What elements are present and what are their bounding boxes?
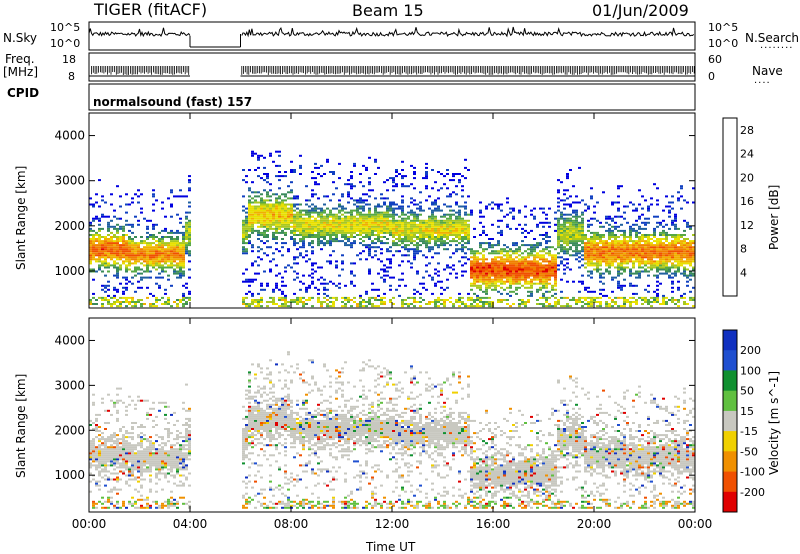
- beam-label: Beam 15: [352, 1, 424, 20]
- cpid-text: normalsound (fast) 157: [93, 95, 253, 109]
- velocity-colorbar-tick: 15: [740, 405, 754, 418]
- noise-left-bottom-tick: 10^0: [50, 37, 81, 50]
- noise-right-top-tick: 10^5: [708, 21, 739, 34]
- noise-left-top-tick: 10^5: [50, 21, 81, 34]
- freq-right-bottom-tick: 0: [708, 70, 715, 83]
- y-tick-label: 1000: [54, 468, 85, 482]
- power-colorbar-tick: 16: [740, 195, 754, 208]
- y-tick-label: 2000: [54, 423, 85, 437]
- y-tick-label: 3000: [54, 174, 85, 188]
- cpid-strip-frame: [88, 83, 696, 111]
- power-colorbar-tick: 28: [740, 124, 754, 137]
- power-colorbar-tick: 24: [740, 148, 754, 161]
- velocity-colorbar-tick: 50: [740, 385, 754, 398]
- power-heatmap: [89, 150, 695, 308]
- freq-series: [91, 66, 695, 75]
- velocity-colorbar-tick: -200: [740, 486, 765, 499]
- power-colorbar-tick: 12: [740, 219, 754, 232]
- x-tick-label: 08:00: [274, 517, 309, 531]
- velocity-colorbar: [723, 330, 737, 513]
- x-tick-label: 20:00: [577, 517, 612, 531]
- x-tick-label: 12:00: [375, 517, 410, 531]
- freq-label: Freq.: [5, 52, 35, 66]
- nsearch-dots: ........: [760, 40, 794, 51]
- nsearch-label: N.Search: [745, 31, 800, 45]
- freq-right-top-tick: 60: [708, 53, 722, 66]
- x-tick-label: 00:00: [72, 517, 107, 531]
- power-colorbar-tick: 4: [740, 266, 747, 279]
- y-tick-label: 2000: [54, 219, 85, 233]
- velocity-colorbar-tick: 100: [740, 364, 761, 377]
- y-tick-label: 1000: [54, 264, 85, 278]
- velocity-heatmap: [89, 351, 695, 509]
- power-colorbar-tick: 8: [740, 243, 747, 256]
- noise-right-bottom-tick: 10^0: [708, 37, 739, 50]
- x-tick-label: 16:00: [476, 517, 511, 531]
- freq-strip-frame: [88, 52, 696, 82]
- y-tick-label: 4000: [54, 333, 85, 347]
- noise-strip-frame: [88, 21, 696, 51]
- freq-left-bottom-tick: 8: [68, 70, 75, 83]
- y-tick-label: 3000: [54, 378, 85, 392]
- velocity-colorbar-frame: [722, 329, 738, 513]
- freq-unit-label: [MHz]: [3, 65, 39, 79]
- freq-left-top-tick: 18: [62, 53, 76, 66]
- velocity-colorbar-tick: 200: [740, 344, 761, 357]
- power-colorbar-tick: 20: [740, 171, 754, 184]
- plot-title: TIGER (fitACF): [94, 0, 208, 19]
- noise-series: [88, 26, 695, 38]
- nave-dots: ....: [754, 75, 771, 86]
- power-colorbar-frame: [722, 117, 738, 297]
- nave-label: Nave: [752, 64, 783, 78]
- velocity-colorbar-tick: -100: [740, 466, 765, 479]
- x-tick-label: 04:00: [173, 517, 208, 531]
- velocity-colorbar-tick: -15: [740, 425, 758, 438]
- y-tick-label: 4000: [54, 129, 85, 143]
- nsky-label: N.Sky: [3, 31, 38, 45]
- velocity-colorbar-tick: -50: [740, 445, 758, 458]
- date-label: 01/Jun/2009: [592, 1, 689, 20]
- x-tick-label: 00:00: [678, 517, 713, 531]
- time-xlabel: Time UT: [366, 540, 416, 554]
- cpid-label: CPID: [7, 86, 40, 100]
